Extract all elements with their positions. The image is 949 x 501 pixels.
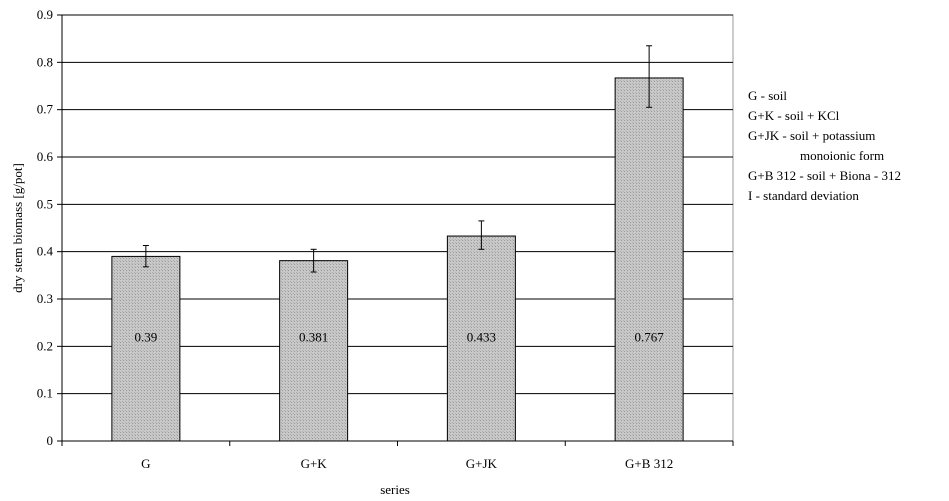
y-tick-label: 0.3 bbox=[37, 291, 53, 306]
x-axis-label: series bbox=[380, 482, 410, 497]
y-tick-label: 0.7 bbox=[37, 102, 54, 117]
bar-gb312 bbox=[615, 78, 683, 441]
x-axis-ticks: G G+K G+JK G+B 312 bbox=[62, 441, 733, 471]
y-tick-label: 0.8 bbox=[37, 54, 53, 69]
legend-entry-gjk: G+JK - soil + potassium bbox=[748, 126, 901, 146]
bar-gk bbox=[280, 261, 348, 441]
legend-entry-standard-deviation: I - standard deviation bbox=[748, 186, 901, 206]
bars bbox=[112, 78, 683, 441]
y-tick-label: 0.4 bbox=[37, 244, 54, 259]
y-tick-label: 0.9 bbox=[37, 7, 53, 22]
x-tick-label: G bbox=[141, 456, 150, 471]
y-axis-label: dry stem biomass [g/pot] bbox=[10, 163, 25, 293]
legend: G - soil G+K - soil + KCl G+JK - soil + … bbox=[748, 86, 901, 206]
y-tick-label: 0.5 bbox=[37, 196, 53, 211]
bar-g bbox=[112, 256, 180, 441]
x-tick-label: G+JK bbox=[466, 456, 498, 471]
legend-entry-gjk-continued: monoionic form bbox=[748, 146, 901, 166]
data-label: 0.381 bbox=[299, 329, 328, 344]
legend-entry-gk: G+K - soil + KCl bbox=[748, 106, 901, 126]
legend-entry-g: G - soil bbox=[748, 86, 901, 106]
y-tick-label: 0.6 bbox=[37, 149, 54, 164]
error-bars bbox=[143, 46, 652, 272]
data-labels: 0.39 0.381 0.433 0.767 bbox=[135, 329, 665, 344]
x-tick-label: G+K bbox=[301, 456, 328, 471]
data-label: 0.433 bbox=[467, 329, 496, 344]
data-label: 0.767 bbox=[635, 329, 665, 344]
y-tick-label: 0 bbox=[47, 433, 54, 448]
legend-entry-gb312: G+B 312 - soil + Biona - 312 bbox=[748, 166, 901, 186]
y-axis-ticks: 0 0.1 0.2 0.3 0.4 0.5 0.6 0.7 0.8 0.9 bbox=[37, 7, 62, 448]
y-tick-label: 0.1 bbox=[37, 386, 53, 401]
y-tick-label: 0.2 bbox=[37, 338, 53, 353]
data-label: 0.39 bbox=[135, 329, 158, 344]
x-tick-label: G+B 312 bbox=[625, 456, 673, 471]
